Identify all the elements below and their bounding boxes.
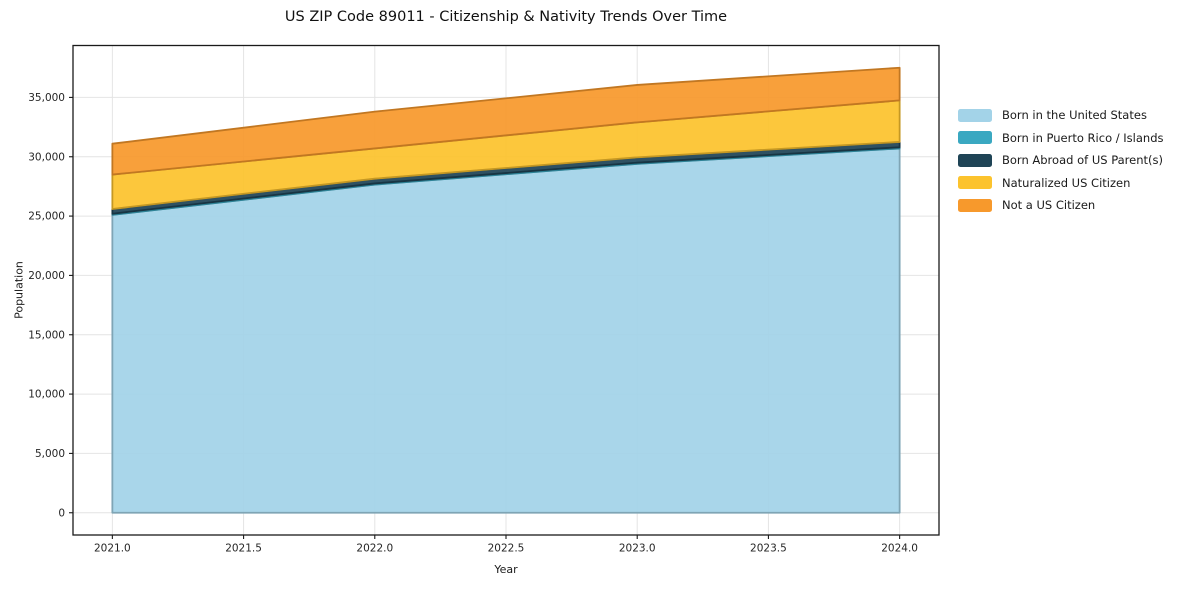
legend-item: Naturalized US Citizen <box>958 172 1164 195</box>
y-tick-label: 5,000 <box>35 448 65 460</box>
x-tick-label: 2023.5 <box>750 543 787 555</box>
legend-item: Not a US Citizen <box>958 194 1164 217</box>
x-tick-label: 2023.0 <box>619 543 656 555</box>
x-axis-label: Year <box>494 563 518 576</box>
y-tick-label: 35,000 <box>28 92 65 104</box>
x-tick-label: 2022.0 <box>356 543 393 555</box>
x-tick-label: 2024.0 <box>881 543 918 555</box>
legend-item: Born in Puerto Rico / Islands <box>958 127 1164 150</box>
y-tick-label: 0 <box>58 507 65 519</box>
legend-label: Born in the United States <box>1002 108 1147 123</box>
legend-swatch-naturalized <box>958 176 992 190</box>
y-tick-label: 20,000 <box>28 270 65 282</box>
legend-swatch-born-abroad <box>958 153 992 167</box>
y-tick-label: 15,000 <box>28 329 65 341</box>
y-tick-label: 25,000 <box>28 211 65 223</box>
legend-swatch-born-us <box>958 108 992 122</box>
legend: Born in the United States Born in Puerto… <box>958 104 1164 217</box>
y-axis-label: Population <box>12 261 26 319</box>
x-tick-label: 2021.5 <box>225 543 262 555</box>
y-tick-label: 30,000 <box>28 151 65 163</box>
legend-swatch-puerto-rico <box>958 131 992 145</box>
x-tick-label: 2021.0 <box>94 543 131 555</box>
legend-label: Naturalized US Citizen <box>1002 175 1131 190</box>
x-tick-label: 2022.5 <box>488 543 525 555</box>
y-tick-label: 10,000 <box>28 389 65 401</box>
area-series-0 <box>111 147 901 514</box>
legend-item: Born in the United States <box>958 104 1164 127</box>
legend-label: Born Abroad of US Parent(s) <box>1002 153 1163 168</box>
legend-item: Born Abroad of US Parent(s) <box>958 149 1164 172</box>
chart-title: US ZIP Code 89011 - Citizenship & Nativi… <box>284 9 728 25</box>
legend-swatch-not-citizen <box>958 198 992 212</box>
legend-label: Born in Puerto Rico / Islands <box>1002 130 1164 145</box>
legend-label: Not a US Citizen <box>1002 198 1096 213</box>
area-series-4 <box>111 66 901 176</box>
